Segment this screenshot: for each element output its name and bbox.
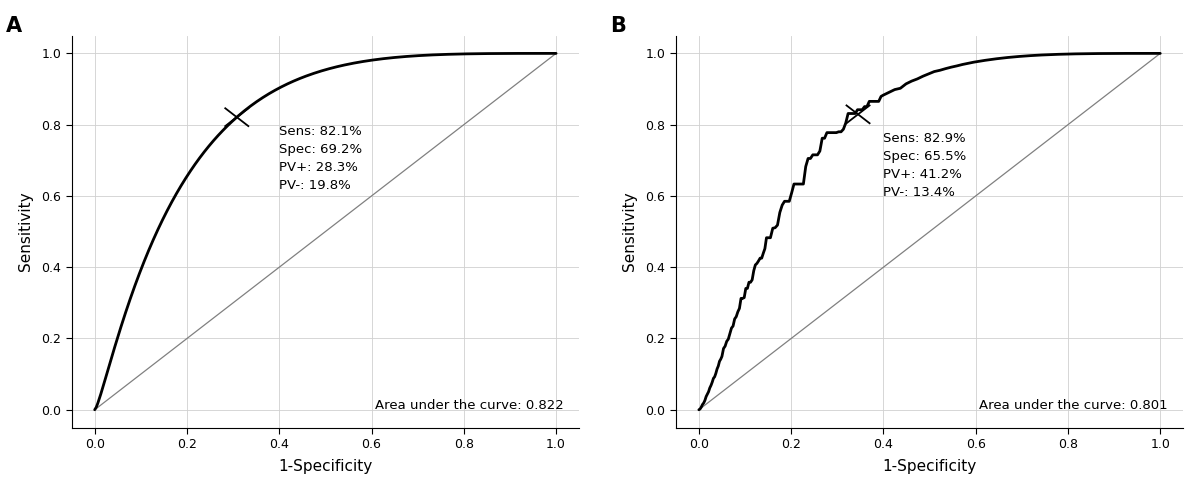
Text: A: A	[6, 16, 22, 36]
Y-axis label: Sensitivity: Sensitivity	[18, 192, 32, 272]
X-axis label: 1-Specificity: 1-Specificity	[278, 460, 372, 474]
Text: Sens: 82.1%
Spec: 69.2%
PV+: 28.3%
PV-: 19.8%: Sens: 82.1% Spec: 69.2% PV+: 28.3% PV-: …	[280, 125, 362, 191]
Text: B: B	[610, 16, 625, 36]
X-axis label: 1-Specificity: 1-Specificity	[882, 460, 977, 474]
Y-axis label: Sensitivity: Sensitivity	[622, 192, 637, 272]
Text: Area under the curve: 0.801: Area under the curve: 0.801	[979, 399, 1168, 412]
Text: Area under the curve: 0.822: Area under the curve: 0.822	[376, 399, 564, 412]
Text: Sens: 82.9%
Spec: 65.5%
PV+: 41.2%
PV-: 13.4%: Sens: 82.9% Spec: 65.5% PV+: 41.2% PV-: …	[883, 132, 967, 199]
